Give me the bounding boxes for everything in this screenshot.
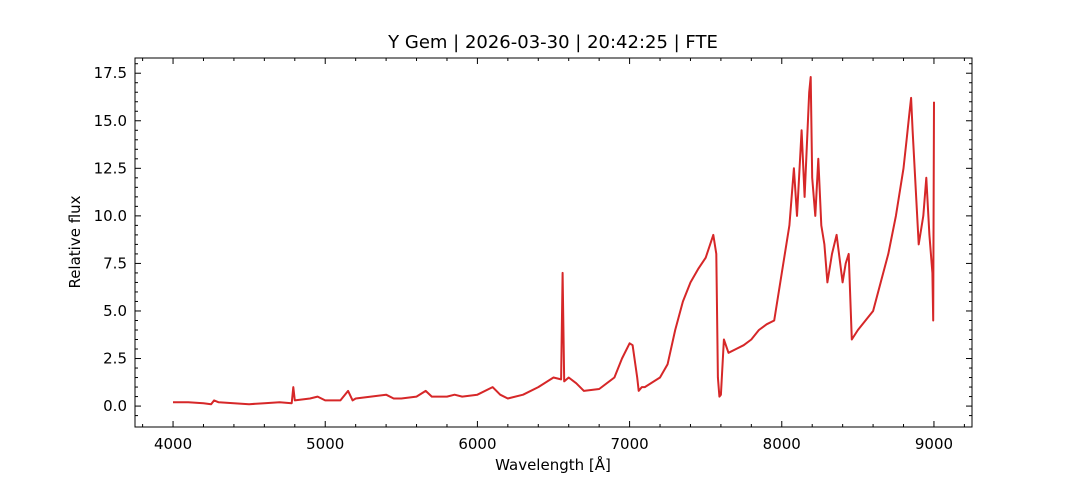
x-tick-label: 8000 <box>763 435 801 453</box>
y-tick-label: 2.5 <box>103 350 127 368</box>
y-tick-label: 7.5 <box>103 254 127 272</box>
x-tick-label: 5000 <box>306 435 344 453</box>
axis-ticks: 4000 5000 6000 7000 8000 9000 0.0 2.5 5.0 7.5 10.0… <box>94 58 972 453</box>
x-axis-label: Wavelength [Å] <box>495 455 611 474</box>
y-tick-label: 10.0 <box>94 207 127 225</box>
y-tick-label: 12.5 <box>94 159 127 177</box>
chart-title: Y Gem | 2026-03-30 | 20:42:25 | FTE <box>387 32 718 53</box>
y-axis-label: Relative flux <box>66 195 84 288</box>
x-tick-label: 9000 <box>915 435 953 453</box>
y-tick-label: 15.0 <box>94 112 127 130</box>
series-line-0 <box>173 76 935 406</box>
x-tick-label: 6000 <box>458 435 496 453</box>
y-tick-label: 5.0 <box>103 302 127 320</box>
y-tick-label: 0.0 <box>103 397 127 415</box>
x-tick-label: 4000 <box>154 435 192 453</box>
axes-frame <box>134 57 973 428</box>
y-tick-label: 17.5 <box>94 64 127 82</box>
x-tick-label: 7000 <box>610 435 648 453</box>
plot-area <box>173 76 935 406</box>
